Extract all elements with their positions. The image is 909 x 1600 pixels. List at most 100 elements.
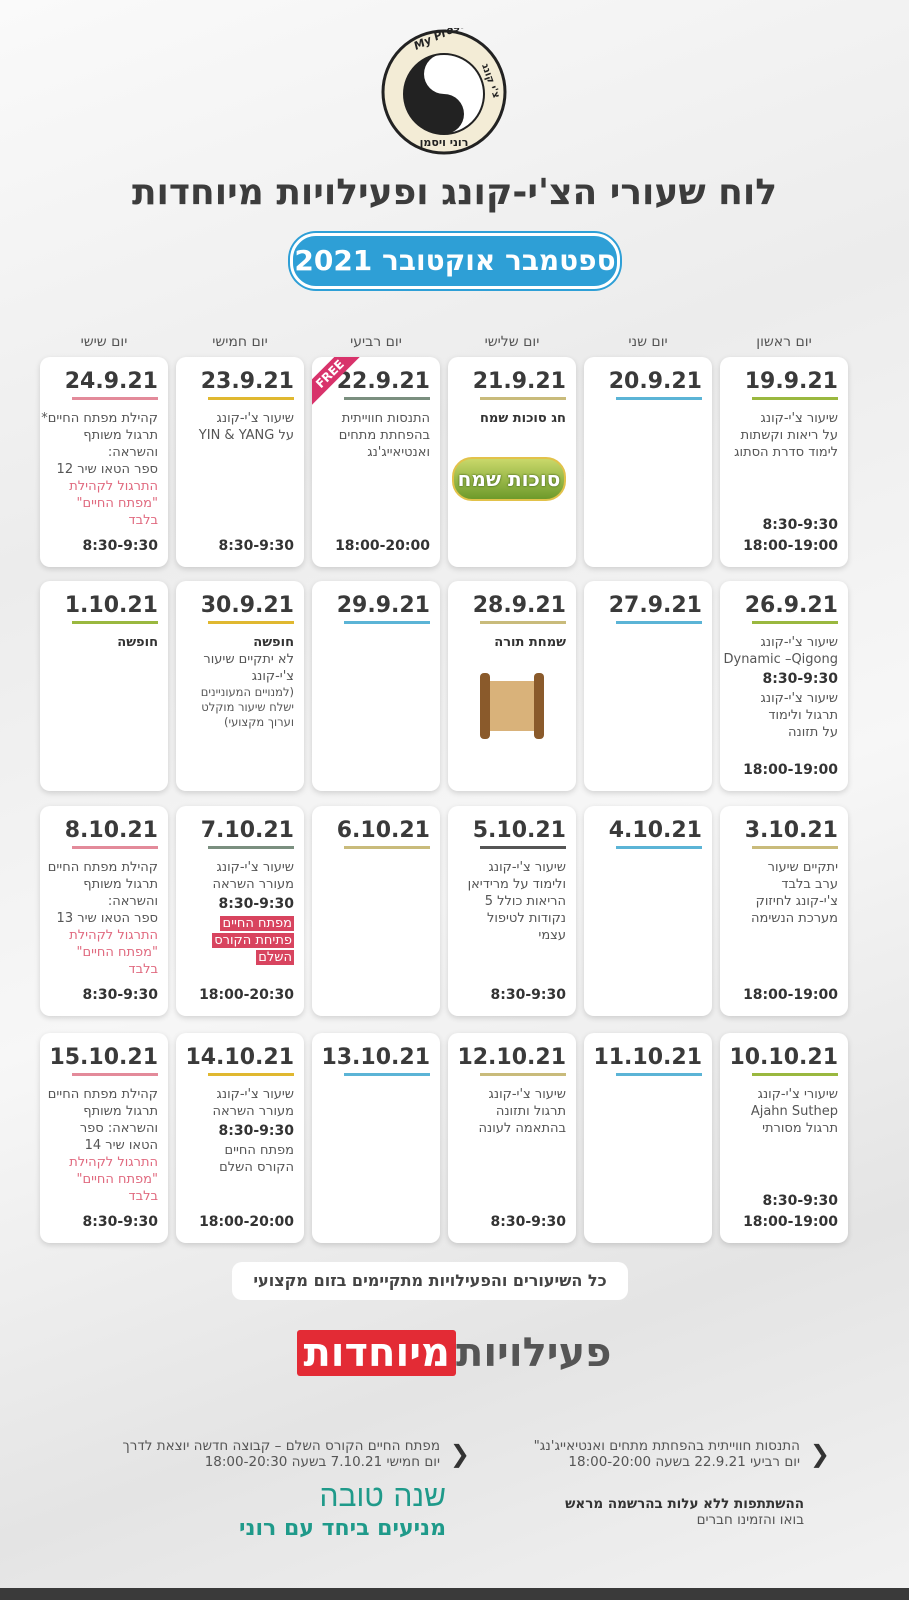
line: התנסות חווייתית <box>322 410 430 427</box>
day-cell: 23.9.21 שיעור צ'י-קונג על YIN & YANG 8:30-9… <box>176 357 304 567</box>
date: 1.10.21 <box>64 593 158 618</box>
line-text: תרגול משותף <box>83 877 158 892</box>
time: 8:30-9:30 <box>762 1193 838 1209</box>
line: בלבד <box>50 1188 158 1205</box>
line: (למנויים המעוניינים <box>186 685 294 700</box>
date: 4.10.21 <box>608 818 702 843</box>
date: 20.9.21 <box>608 369 702 394</box>
line: ישלח שיעור מוקלט <box>186 700 294 715</box>
line-text: הטאו שיר 14 <box>84 1138 158 1153</box>
date: 23.9.21 <box>200 369 294 394</box>
cell-footer: 8:30-9:30 <box>458 985 566 1006</box>
date-underline <box>344 1073 430 1076</box>
line-text: ספר הטאו שיר 13 <box>56 911 158 926</box>
line: "מפתח החיים" <box>50 944 158 961</box>
greeting-text: שנה טובה <box>319 1479 446 1514</box>
note: כל השיעורים והפעילויות מתקיימים בזום מקצ… <box>232 1262 628 1300</box>
line: על ריאות וקשתות <box>730 427 838 444</box>
signup: ההשתתפות ללא עלות בהרשמה מראש בואו והזמי… <box>500 1496 804 1528</box>
line: מעורר השראה <box>186 876 294 893</box>
time: 8:30-9:30 <box>82 1214 158 1230</box>
line-text: על ריאות וקשתות <box>740 428 838 443</box>
date: 14.10.21 <box>185 1045 294 1070</box>
line-text: בלבד <box>128 513 158 528</box>
line-text: הריאות כולל 5 <box>484 894 566 909</box>
line: תרגול משותף <box>50 1103 158 1120</box>
line-text: שיעור צ'י-קונג <box>760 635 838 650</box>
day-cell: 6.10.21 <box>312 806 440 1016</box>
line-text: צ'י-קונג <box>251 669 294 684</box>
day-cell: 11.10.21 <box>584 1033 712 1243</box>
line: קהילת מפתח החיים <box>47 859 158 876</box>
time: 8:30-9:30 <box>82 538 158 554</box>
line-text: "מפתח החיים" <box>76 496 158 511</box>
line-text: חופשה <box>253 635 294 650</box>
line: התרגול לקהילת <box>50 927 158 944</box>
line-text: "מפתח החיים" <box>76 945 158 960</box>
line: שיעור צ'י-קונג <box>186 1086 294 1103</box>
line-text: Ajahn Suthep <box>750 1104 838 1119</box>
item: ❮ התנסות חווייתית בהפחתת מתחים ואנטיאייג… <box>500 1438 830 1470</box>
line: לימוד סדרת הסתוג <box>730 444 838 461</box>
date: 13.10.21 <box>321 1045 430 1070</box>
scroll-part <box>534 673 544 739</box>
line: "מפתח החיים" <box>50 1171 158 1188</box>
line: שיעור צ'י-קונג <box>730 690 838 707</box>
subtitle: ספטמבר אוקטובר 2021 <box>290 233 620 289</box>
date: 30.9.21 <box>200 593 294 618</box>
line-text: הקורס השלם <box>219 1160 294 1175</box>
date-underline <box>752 397 838 400</box>
day-cell: 27.9.21 <box>584 581 712 791</box>
day-cell: 15.10.21 קהילת מפתח החיים תרגול משותף והשרא… <box>40 1033 168 1243</box>
item: ❮ מפתח החיים הקורס השלם – קבוצה חדשה יוצ… <box>100 1438 470 1470</box>
date-underline <box>752 621 838 624</box>
day-cell: 7.10.21 שיעור צ'י-קונג מעורר השראה 8:30-9:3… <box>176 806 304 1016</box>
line: Ajahn Suthep <box>730 1103 838 1120</box>
cell-footer: 8:30-9:30 <box>50 985 158 1006</box>
date: 19.9.21 <box>744 369 838 394</box>
line-text: Dynamic –Qigong <box>723 652 838 667</box>
line-text: קהילת מפתח החיים <box>47 860 158 875</box>
day-header: יום שני <box>628 334 668 350</box>
line-text: שיעור צ'י-קונג <box>488 860 566 875</box>
line: עצמי <box>458 927 566 944</box>
line-text: "מפתח החיים" <box>76 1172 158 1187</box>
day-cell: 29.9.21 <box>312 581 440 791</box>
time: 8:30-9:30 <box>762 517 838 533</box>
line: שיעור צ'י-קונג <box>730 634 838 651</box>
line: ספר הטאו שיר 13 <box>50 910 158 927</box>
special-heading: פעילויותמיוחדות <box>0 1330 909 1376</box>
line: שיעורי צ'י-קונג <box>730 1086 838 1103</box>
line: 8:30-9:30 <box>730 668 838 690</box>
line-text: בהתאמה לעונה <box>478 1121 566 1136</box>
line: שיעור צ'י-קונג <box>186 410 294 427</box>
day-cell: 12.10.21 שיעור צ'י-קונג תרגול ותזונה בהתאמה… <box>448 1033 576 1243</box>
time: 18:00-19:00 <box>743 762 838 778</box>
line: הקורס השלם <box>186 1159 294 1176</box>
date: 22.9.21 <box>336 369 430 394</box>
time: 18:00-19:00 <box>743 538 838 554</box>
line-text: צ'י-קונג לחיזוק <box>755 894 838 909</box>
date-underline <box>72 1073 158 1076</box>
line-text: ואנטיאייג'נג <box>367 445 430 460</box>
date-underline <box>616 397 702 400</box>
item-title: מפתח החיים הקורס השלם – קבוצה חדשה יוצאת… <box>122 1438 440 1454</box>
date-underline <box>208 397 294 400</box>
date: 3.10.21 <box>744 818 838 843</box>
cell-footer: 18:00-19:00 <box>730 985 838 1006</box>
date-underline <box>480 621 566 624</box>
line: התרגול לקהילת <box>50 1154 158 1171</box>
line: יתקיים שיעור <box>730 859 838 876</box>
line-text: לא יתקיים שיעור <box>203 652 294 667</box>
torah-scroll <box>480 673 544 739</box>
day-header: יום שישי <box>80 334 128 350</box>
line: 8:30-9:30 <box>186 1120 294 1142</box>
invite-text: בואו והזמינו חברים <box>696 1512 804 1528</box>
line-text: מפתח החיים <box>220 916 294 931</box>
line-text: 8:30-9:30 <box>218 1123 294 1139</box>
date: 21.9.21 <box>472 369 566 394</box>
line: מפתח החיים <box>186 915 294 932</box>
date: 11.10.21 <box>593 1045 702 1070</box>
line: תרגול משותף <box>50 427 158 444</box>
